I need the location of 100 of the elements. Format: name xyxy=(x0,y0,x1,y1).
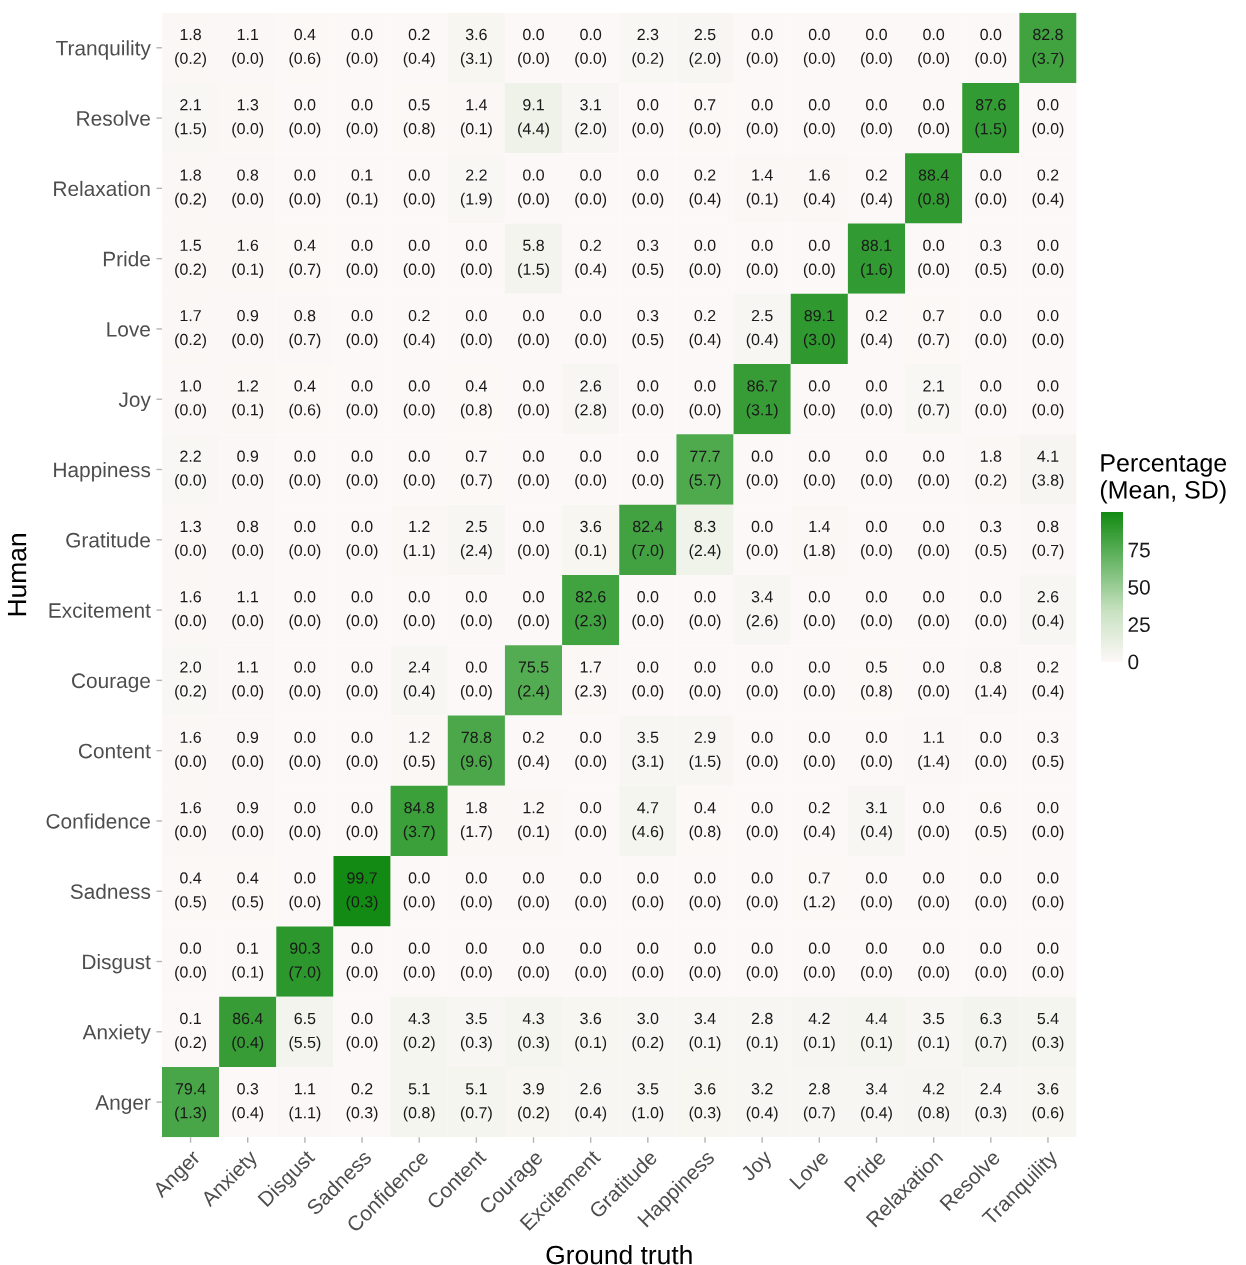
data-label: 0.4 (0.7) xyxy=(289,239,321,279)
data-label: 0.2 (0.4) xyxy=(689,169,721,208)
data-label: 0.2 (0.4) xyxy=(1032,661,1064,700)
data-label: 1.1 (1.1) xyxy=(289,1083,321,1122)
data-label: 0.0 (0.0) xyxy=(861,731,892,771)
data-label: 2.9 (1.5) xyxy=(689,731,721,771)
data-label: 0.0 (0.0) xyxy=(289,591,321,630)
data-label: 0.0 (0.0) xyxy=(289,99,321,138)
y-tick-label: Relaxation xyxy=(54,180,150,197)
x-tick-label: Joy xyxy=(740,1148,776,1185)
data-label: 0.0 (0.0) xyxy=(632,942,664,981)
data-label: 0.7 (0.7) xyxy=(918,309,950,349)
data-label: 0.0 (0.0) xyxy=(460,239,492,279)
data-label: 0.2 (0.3) xyxy=(346,1083,378,1122)
data-label: 0.0 (0.0) xyxy=(975,380,1007,419)
data-label: 0.0 (0.0) xyxy=(518,591,549,630)
data-label: 0.0 (0.0) xyxy=(746,450,778,489)
data-label: 1.1 (1.4) xyxy=(918,731,950,771)
y-tick-label: Anxiety xyxy=(82,1024,151,1044)
data-label: 0.2 (0.4) xyxy=(861,309,892,349)
data-label: 0.0 (0.0) xyxy=(861,380,892,419)
data-label: 0.0 (0.0) xyxy=(689,591,721,630)
data-label: 0.2 (0.4) xyxy=(689,309,721,349)
data-label: 0.1 (0.2) xyxy=(175,1012,206,1052)
data-label: 79.4 (1.3) xyxy=(175,1083,206,1122)
data-label: 1.4 (0.1) xyxy=(746,169,778,208)
data-label: 89.1 (3.0) xyxy=(803,309,835,349)
data-label: 0.0 (0.0) xyxy=(689,942,721,981)
data-label: 0.0 (0.0) xyxy=(918,450,950,489)
data-label: 2.8 (0.1) xyxy=(746,1012,778,1052)
data-label: 0.9 (0.0) xyxy=(232,309,264,349)
data-label: 3.5 (1.0) xyxy=(632,1083,664,1122)
data-label: 0.0 (0.0) xyxy=(918,801,950,841)
data-label: 0.0 (0.0) xyxy=(575,28,607,68)
data-label: 0.0 (0.0) xyxy=(403,872,435,911)
data-label: 4.7 (4.6) xyxy=(632,802,664,841)
data-label: 0.0 (0.0) xyxy=(575,731,607,771)
data-label: 0.0 (0.0) xyxy=(632,169,664,208)
data-label: 1.1 (0.0) xyxy=(232,28,264,68)
data-label: 2.4 (0.3) xyxy=(975,1083,1007,1122)
data-label: 0.0 (0.0) xyxy=(918,99,950,138)
y-tick-label: Pride xyxy=(103,251,150,267)
data-label: 0.0 (0.0) xyxy=(803,28,835,68)
data-label: 0.0 (0.0) xyxy=(632,591,664,630)
data-label: 0.0 (0.0) xyxy=(518,309,549,349)
y-tick-label: Gratitude xyxy=(66,532,150,548)
data-label: 0.0 (0.0) xyxy=(975,872,1007,911)
data-label: 3.1 (2.0) xyxy=(575,99,607,138)
data-label: 0.0 (0.0) xyxy=(518,380,549,419)
data-label: 2.6 (0.4) xyxy=(575,1083,607,1122)
data-label: 0.0 (0.0) xyxy=(1032,380,1064,419)
data-label: 3.0 (0.2) xyxy=(632,1012,664,1052)
data-label: 0.0 (0.0) xyxy=(575,309,607,349)
data-label: 1.3 (0.0) xyxy=(175,520,206,560)
data-label: 0.0 (0.0) xyxy=(289,169,321,208)
data-label: 0.5 (0.8) xyxy=(403,99,435,138)
data-label: 0.2 (0.4) xyxy=(1032,169,1064,208)
color-bar-label: 0 xyxy=(1128,654,1139,670)
data-label: 9.1 (4.4) xyxy=(518,99,549,138)
data-label: 0.0 (0.0) xyxy=(575,872,607,911)
data-label: 0.0 (0.0) xyxy=(1032,872,1064,911)
data-label: 0.7 (1.2) xyxy=(803,872,835,911)
data-label: 3.4 (0.1) xyxy=(689,1012,721,1052)
data-label: 0.0 (0.0) xyxy=(518,169,549,208)
data-label: 5.1 (0.7) xyxy=(460,1083,492,1122)
data-label: 0.8 (0.0) xyxy=(232,169,264,208)
data-label: 1.2 (0.1) xyxy=(518,801,549,841)
data-label: 0.0 (0.0) xyxy=(518,450,549,489)
data-label: 3.4 (0.4) xyxy=(861,1083,892,1122)
data-label: 6.3 (0.7) xyxy=(975,1012,1007,1052)
data-label: 2.6 (0.4) xyxy=(1032,591,1064,630)
data-label: 0.0 (0.0) xyxy=(403,380,435,419)
data-label: 0.0 (0.0) xyxy=(575,942,607,981)
data-label: 5.1 (0.8) xyxy=(403,1083,435,1122)
data-label: 0.0 (0.0) xyxy=(575,169,607,208)
data-label: 0.0 (0.0) xyxy=(803,942,835,981)
data-label: 2.2 (1.9) xyxy=(460,169,492,208)
data-label: 0.6 (0.5) xyxy=(975,801,1007,841)
data-label: 0.0 (0.0) xyxy=(975,942,1007,981)
data-label: 77.7 (5.7) xyxy=(689,450,721,489)
data-label: 0.0 (0.0) xyxy=(460,309,492,349)
data-label: 0.2 (0.4) xyxy=(803,801,835,841)
data-label: 0.0 (0.0) xyxy=(289,661,321,700)
data-label: 0.0 (0.0) xyxy=(689,872,721,911)
y-tick-label: Content xyxy=(78,743,151,759)
data-label: 0.0 (0.0) xyxy=(746,942,778,981)
data-label: 0.0 (0.0) xyxy=(518,28,549,68)
data-label: 4.2 (0.1) xyxy=(803,1012,835,1052)
data-label: 99.7 (0.3) xyxy=(346,872,378,911)
data-label: 0.1 (0.1) xyxy=(346,169,378,208)
data-label: 4.4 (0.1) xyxy=(861,1013,892,1052)
data-label: 0.7 (0.7) xyxy=(460,450,492,489)
data-label: 75.5 (2.4) xyxy=(518,661,549,700)
data-label: 0.2 (0.4) xyxy=(403,309,435,349)
data-label: 0.0 (0.0) xyxy=(346,591,378,630)
data-label: 0.0 (0.0) xyxy=(346,99,378,138)
data-label: 0.3 (0.5) xyxy=(975,239,1007,279)
data-label: 87.6 (1.5) xyxy=(975,99,1007,138)
data-label: 0.0 (0.0) xyxy=(803,239,835,279)
data-label: 0.0 (0.0) xyxy=(632,99,664,138)
